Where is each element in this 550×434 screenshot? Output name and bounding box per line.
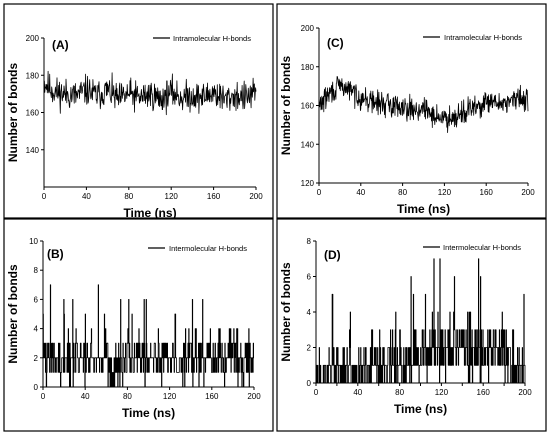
- y-axis-label: Number of bonds: [279, 56, 293, 156]
- y-axis-label: Number of bonds: [279, 262, 293, 362]
- x-tick-label: 80: [398, 188, 407, 197]
- y-tick-label: 6: [34, 295, 39, 304]
- y-tick-label: 160: [301, 102, 315, 111]
- x-tick-label: 40: [353, 388, 362, 397]
- x-tick-label: 160: [480, 188, 494, 197]
- y-tick-label: 140: [26, 146, 40, 155]
- x-axis-label: Time (ns): [394, 402, 447, 416]
- x-tick-label: 200: [249, 192, 263, 201]
- x-tick-label: 80: [124, 192, 133, 201]
- y-tick-label: 180: [26, 71, 40, 80]
- series-line: [43, 284, 254, 388]
- x-tick-label: 0: [42, 192, 47, 201]
- y-tick-label: 200: [301, 24, 315, 33]
- x-tick-label: 200: [247, 392, 261, 401]
- x-tick-label: 160: [207, 192, 221, 201]
- y-tick-label: 8: [34, 266, 39, 275]
- y-tick-label: 140: [301, 140, 315, 149]
- x-axis-label: Time (ns): [397, 202, 450, 216]
- x-tick-label: 80: [395, 388, 404, 397]
- y-axis-label: Number of bonds: [6, 264, 20, 364]
- legend-label: Intermolecular H-bonds: [169, 244, 247, 253]
- x-tick-label: 120: [165, 192, 179, 201]
- x-tick-label: 120: [163, 392, 177, 401]
- panel-frame: [276, 218, 547, 432]
- chart-panel-2: 0 40 80 120 160 200 120 140 160 180 200 Time (ns) Nu…: [276, 3, 547, 219]
- panel-frame: [3, 3, 274, 219]
- panel-label: (A): [52, 38, 69, 52]
- y-tick-label: 6: [307, 273, 312, 282]
- y-tick-label: 8: [307, 237, 312, 246]
- y-tick-label: 4: [307, 308, 312, 317]
- x-tick-label: 40: [81, 392, 90, 401]
- panel-label: (C): [327, 36, 344, 50]
- y-tick-label: 4: [34, 325, 39, 334]
- series-line: [43, 70, 257, 116]
- panel-label: (B): [47, 247, 64, 261]
- x-tick-label: 160: [477, 388, 491, 397]
- y-tick-label: 0: [307, 379, 312, 388]
- y-tick-label: 10: [29, 237, 38, 246]
- y-tick-label: 2: [307, 344, 312, 353]
- x-tick-label: 200: [521, 188, 535, 197]
- x-axis-label: Time (ns): [123, 206, 176, 220]
- y-tick-label: 120: [301, 179, 315, 188]
- y-tick-label: 160: [26, 109, 40, 118]
- x-tick-label: 200: [518, 388, 532, 397]
- y-tick-label: 200: [26, 34, 40, 43]
- x-tick-label: 0: [314, 388, 319, 397]
- legend-label: Intramolecular H-bonds: [444, 33, 522, 42]
- x-tick-label: 80: [123, 392, 132, 401]
- y-tick-label: 2: [34, 354, 39, 363]
- legend-label: Intermolecular H-bonds: [443, 243, 521, 252]
- x-tick-label: 120: [435, 388, 449, 397]
- series-line: [316, 258, 526, 384]
- chart-panel-1: 0 40 80 120 160 200 140 160 180 200 Time (ns) Numbe…: [3, 3, 274, 220]
- y-tick-label: 0: [34, 383, 39, 392]
- x-tick-label: 160: [205, 392, 219, 401]
- series-line: [318, 76, 529, 133]
- panel-label: (D): [324, 248, 341, 262]
- chart-panel-4: 0 40 80 120 160 200 0 2 4 6 8 Time (ns) Number of bo…: [276, 218, 547, 432]
- y-axis-label: Number of bonds: [6, 63, 20, 163]
- legend-label: Intramolecular H-bonds: [173, 34, 251, 43]
- x-tick-label: 40: [356, 188, 365, 197]
- x-tick-label: 0: [41, 392, 46, 401]
- panel-frame: [276, 3, 547, 219]
- x-tick-label: 120: [438, 188, 452, 197]
- x-tick-label: 40: [82, 192, 91, 201]
- x-tick-label: 0: [317, 188, 322, 197]
- x-axis-label: Time (ns): [122, 406, 175, 420]
- panel-frame: [3, 218, 274, 432]
- chart-panel-3: 0 40 80 120 160 200 0 2 4 6 8 10 Time (ns) Number of …: [3, 218, 274, 432]
- y-tick-label: 180: [301, 63, 315, 72]
